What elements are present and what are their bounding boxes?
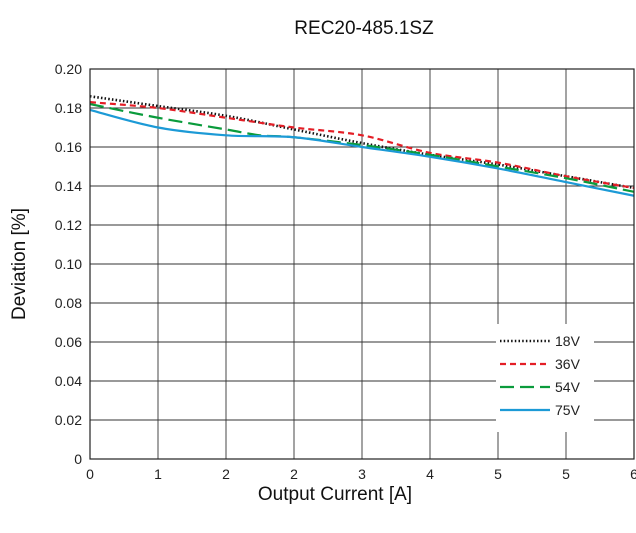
y-axis-label: Deviation [%] bbox=[9, 208, 30, 320]
tick-labels: 0 1 2 2 3 4 5 5 6 0 0.02 0.04 0.06 0.08 0.10 0.12 0.14 0.… bbox=[55, 61, 636, 482]
chart-title: REC20-485.1SZ bbox=[294, 18, 434, 39]
y-tick-label: 0.08 bbox=[55, 295, 82, 311]
series-line-18V bbox=[89, 95, 635, 190]
x-tick-label: 2 bbox=[222, 466, 230, 482]
x-tick-label: 5 bbox=[562, 466, 570, 482]
legend-label-54V: 54V bbox=[555, 379, 581, 395]
series-lines bbox=[89, 95, 635, 197]
y-tick-label: 0.06 bbox=[55, 334, 82, 350]
series-line-75V bbox=[89, 108, 635, 197]
y-tick-label: 0.12 bbox=[55, 217, 82, 233]
plot-frame bbox=[89, 68, 635, 460]
x-tick-label: 0 bbox=[86, 466, 94, 482]
y-tick-label: 0.20 bbox=[55, 61, 82, 77]
y-tick-label: 0.10 bbox=[55, 256, 82, 272]
y-tick-label: 0.16 bbox=[55, 139, 82, 155]
y-tick-label: 0.14 bbox=[55, 178, 82, 194]
y-tick-label: 0.18 bbox=[55, 100, 82, 116]
x-axis-label: Output Current [A] bbox=[258, 484, 412, 505]
x-tick-label: 3 bbox=[358, 466, 366, 482]
legend: 18V 36V 54V 75V bbox=[496, 324, 594, 432]
x-tick-label: 1 bbox=[154, 466, 162, 482]
y-tick-label: 0.04 bbox=[55, 373, 82, 389]
x-tick-label: 2 bbox=[290, 466, 298, 482]
legend-label-36V: 36V bbox=[555, 356, 581, 372]
x-tick-label: 5 bbox=[494, 466, 502, 482]
x-tick-label: 4 bbox=[426, 466, 434, 482]
legend-label-75V: 75V bbox=[555, 402, 581, 418]
y-tick-label: 0.02 bbox=[55, 412, 82, 428]
x-tick-label: 6 bbox=[630, 466, 636, 482]
legend-label-18V: 18V bbox=[555, 333, 581, 349]
y-tick-label: 0 bbox=[74, 451, 82, 467]
series-line-36V bbox=[89, 101, 635, 190]
